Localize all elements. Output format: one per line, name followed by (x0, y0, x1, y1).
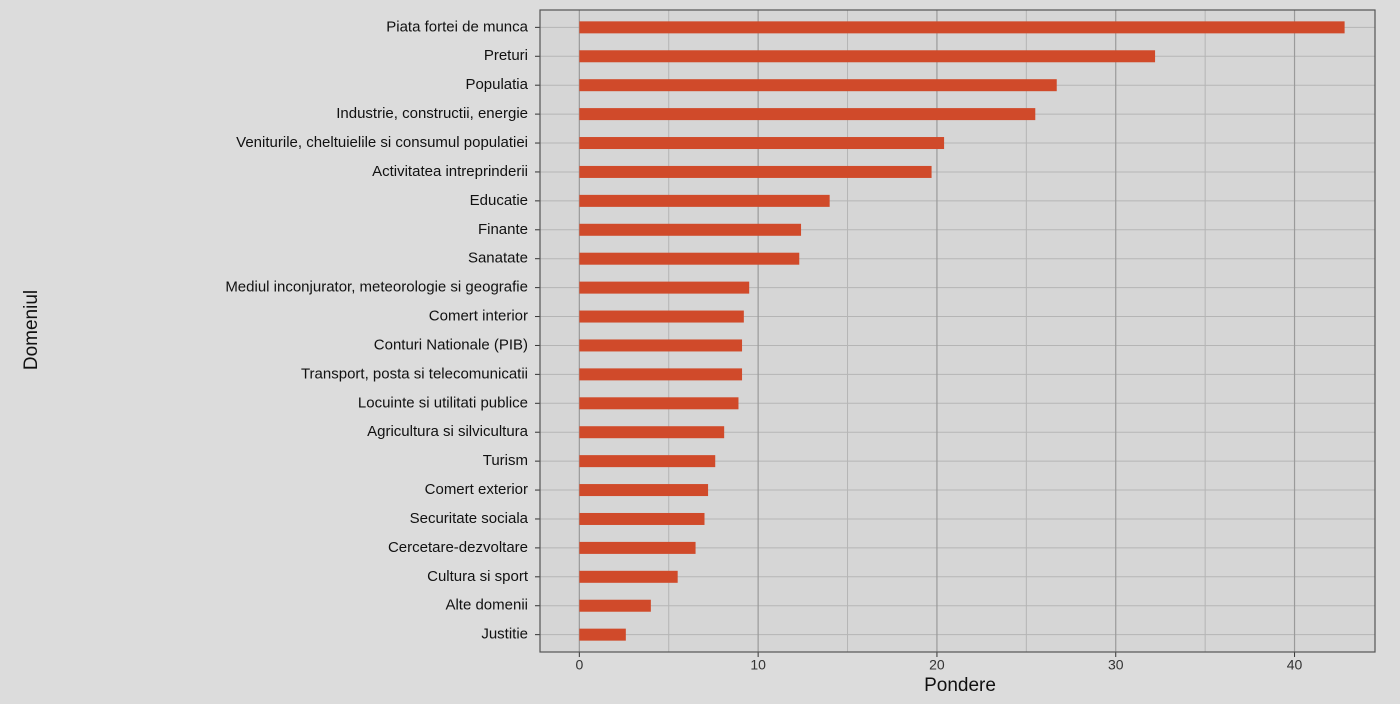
panel-border (539, 9, 1376, 653)
y-tick-label: Piata fortei de munca (386, 18, 528, 35)
bar (579, 281, 750, 294)
y-axis-title: Domeniul (21, 290, 42, 370)
bar (579, 79, 1057, 92)
y-tick-label: Justitie (481, 626, 528, 643)
x-axis-title: Pondere (924, 675, 996, 696)
y-tick-label: Alte domenii (445, 597, 528, 614)
bar (579, 252, 800, 265)
bar (579, 512, 705, 525)
bar (579, 484, 709, 497)
bar (579, 310, 744, 323)
x-tick-label: 0 (575, 657, 583, 673)
x-tick-label: 40 (1287, 657, 1303, 673)
plot-panel (540, 10, 1375, 652)
y-tick-label: Transport, posta si telecomunicatii (301, 365, 528, 382)
bar (579, 426, 725, 439)
y-tick-label: Cultura si sport (427, 568, 529, 585)
y-tick-label: Industrie, constructii, energie (336, 105, 528, 122)
bar (579, 541, 696, 554)
y-tick-label: Mediul inconjurator, meteorologie si geo… (225, 279, 528, 296)
y-tick-label: Populatia (465, 76, 528, 93)
x-tick-label: 10 (750, 657, 766, 673)
y-tick-label: Securitate sociala (410, 510, 529, 527)
bar (579, 599, 651, 612)
y-tick-label: Sanatate (468, 250, 528, 267)
y-tick-label: Comert exterior (425, 481, 528, 498)
y-tick-label: Locuinte si utilitati publice (358, 394, 528, 411)
y-tick-label: Activitatea intreprinderii (372, 163, 528, 180)
y-tick-label: Veniturile, cheltuielile si consumul pop… (236, 134, 528, 151)
y-tick-label: Educatie (470, 192, 528, 209)
bar (579, 165, 932, 178)
bar (579, 570, 678, 583)
y-tick-label: Conturi Nationale (PIB) (374, 336, 528, 353)
y-tick-label: Finante (478, 221, 528, 238)
bar (579, 368, 743, 381)
y-tick-label: Turism (483, 452, 528, 469)
bar (579, 628, 626, 641)
bar (579, 21, 1345, 34)
bar (579, 339, 743, 352)
bar (579, 397, 739, 410)
y-tick-label: Preturi (484, 47, 528, 64)
x-tick-label: 30 (1108, 657, 1124, 673)
y-tick-label: Comert interior (429, 308, 528, 325)
bar (579, 108, 1036, 121)
y-tick-label: Agricultura si silvicultura (367, 423, 529, 440)
x-tick-label: 20 (929, 657, 945, 673)
bar (579, 455, 716, 468)
y-tick-label: Cercetare-dezvoltare (388, 539, 528, 556)
bar (579, 194, 830, 207)
bar (579, 137, 945, 150)
bar (579, 50, 1156, 63)
bar (579, 223, 802, 236)
